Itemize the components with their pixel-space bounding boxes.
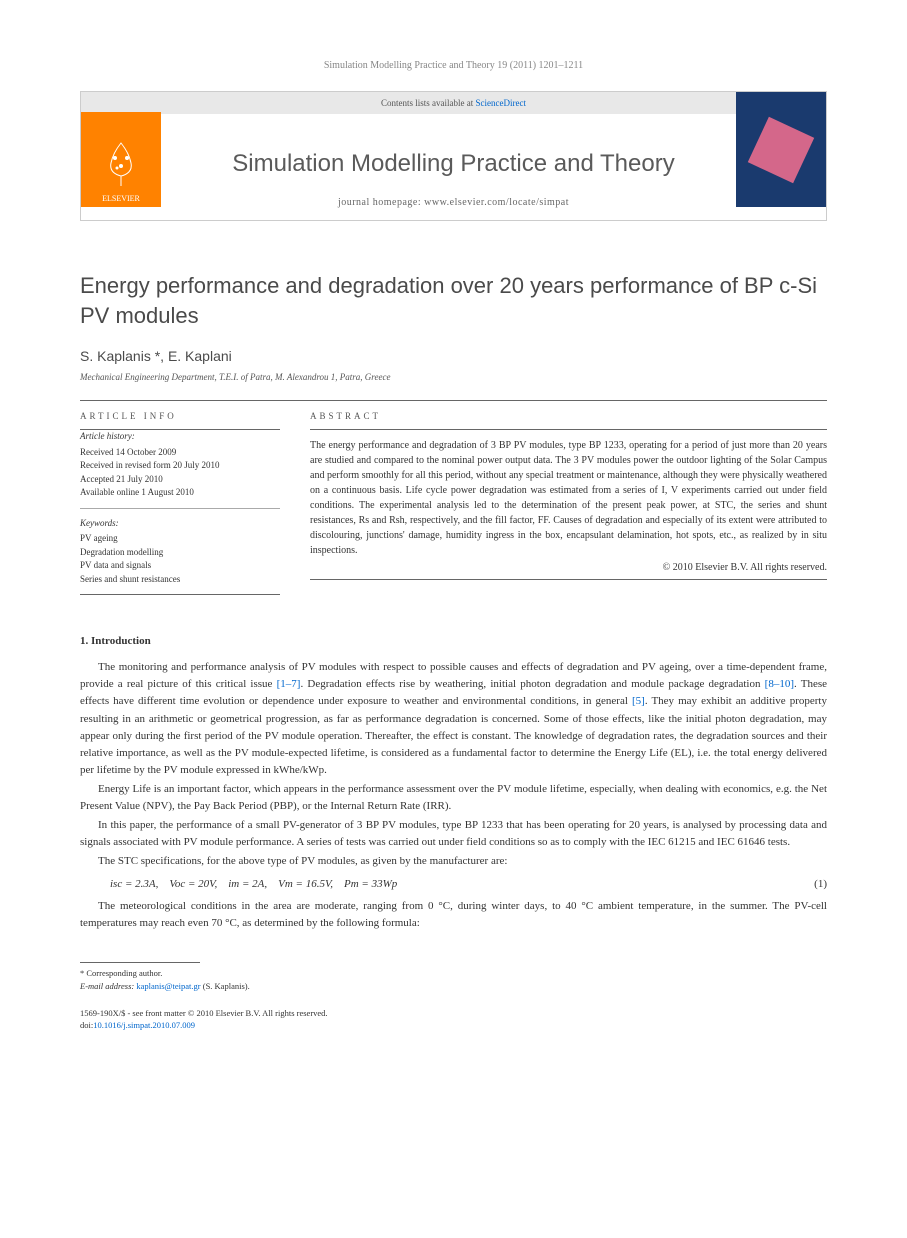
para-text: . Degradation effects rise by weathering… [300, 678, 764, 690]
email-label: E-mail address: [80, 981, 136, 991]
para-text: . They may exhibit an additive property … [80, 695, 827, 775]
elsevier-logo-text: ELSEVIER [102, 194, 140, 203]
footnote-divider [80, 962, 200, 963]
doi-line: doi:10.1016/j.simpat.2010.07.009 [80, 1019, 827, 1032]
page-root: Simulation Modelling Practice and Theory… [0, 0, 907, 1072]
citation-link[interactable]: [8–10] [765, 678, 794, 690]
history-item: Available online 1 August 2010 [80, 486, 280, 500]
history-heading: Article history: [80, 430, 280, 444]
doi-link[interactable]: 10.1016/j.simpat.2010.07.009 [93, 1020, 195, 1030]
body-paragraph: The monitoring and performance analysis … [80, 659, 827, 778]
keywords-heading: Keywords: [80, 517, 280, 531]
body-paragraph: In this paper, the performance of a smal… [80, 817, 827, 851]
article-history: Article history: Received 14 October 200… [80, 430, 280, 586]
email-tail: (S. Kaplanis). [201, 981, 250, 991]
abstract-label: ABSTRACT [310, 401, 827, 429]
body-paragraph: The STC specifications, for the above ty… [80, 853, 827, 870]
front-matter-footer: 1569-190X/$ - see front matter © 2010 El… [80, 1007, 827, 1033]
keyword-item: Degradation modelling [80, 546, 280, 560]
divider [310, 579, 827, 580]
corresponding-author-note: * Corresponding author. [80, 967, 827, 980]
issn-copyright-line: 1569-190X/$ - see front matter © 2010 El… [80, 1007, 827, 1020]
equation: isc = 2.3A, Voc = 20V, im = 2A, Vm = 16.… [110, 878, 827, 890]
sciencedirect-link[interactable]: ScienceDirect [476, 98, 526, 108]
abstract-text: The energy performance and degradation o… [310, 430, 827, 558]
abstract-column: ABSTRACT The energy performance and degr… [310, 401, 827, 595]
contents-text: Contents lists available at [381, 98, 475, 108]
author-affiliation: Mechanical Engineering Department, T.E.I… [80, 372, 827, 382]
introduction-section: 1. Introduction The monitoring and perfo… [80, 635, 827, 932]
journal-masthead: Contents lists available at ScienceDirec… [80, 91, 827, 221]
contents-line: Contents lists available at ScienceDirec… [81, 92, 826, 114]
elsevier-tree-icon [101, 138, 141, 188]
history-item: Accepted 21 July 2010 [80, 473, 280, 487]
journal-homepage: journal homepage: www.elsevier.com/locat… [81, 189, 826, 216]
elsevier-logo: ELSEVIER [81, 112, 161, 207]
body-paragraph: Energy Life is an important factor, whic… [80, 781, 827, 815]
running-header: Simulation Modelling Practice and Theory… [80, 60, 827, 71]
equation-number: (1) [787, 878, 827, 890]
citation-link[interactable]: [5] [632, 695, 645, 707]
author-list: S. Kaplanis *, E. Kaplani [80, 348, 827, 364]
section-heading: 1. Introduction [80, 635, 827, 647]
body-paragraph: The meteorological conditions in the are… [80, 898, 827, 932]
divider [80, 508, 280, 509]
equation-content: isc = 2.3A, Voc = 20V, im = 2A, Vm = 16.… [110, 878, 787, 890]
keyword-item: PV ageing [80, 532, 280, 546]
journal-cover-thumbnail [736, 92, 826, 207]
author-email-link[interactable]: kaplanis@teipat.gr [136, 981, 200, 991]
divider [80, 594, 280, 595]
citation-link[interactable]: [1–7] [277, 678, 301, 690]
journal-name: Simulation Modelling Practice and Theory [81, 150, 826, 178]
info-abstract-row: ARTICLE INFO Article history: Received 1… [80, 401, 827, 595]
footnotes: * Corresponding author. E-mail address: … [80, 967, 827, 993]
keyword-item: PV data and signals [80, 559, 280, 573]
article-info-label: ARTICLE INFO [80, 401, 280, 429]
abstract-copyright: © 2010 Elsevier B.V. All rights reserved… [310, 562, 827, 573]
cover-shape-icon [748, 116, 814, 182]
history-item: Received 14 October 2009 [80, 446, 280, 460]
doi-label: doi: [80, 1020, 93, 1030]
email-line: E-mail address: kaplanis@teipat.gr (S. K… [80, 980, 827, 993]
article-title: Energy performance and degradation over … [80, 271, 827, 330]
keyword-item: Series and shunt resistances [80, 573, 280, 587]
masthead-body: Simulation Modelling Practice and Theory [81, 114, 826, 189]
article-info-column: ARTICLE INFO Article history: Received 1… [80, 401, 280, 595]
history-item: Received in revised form 20 July 2010 [80, 459, 280, 473]
